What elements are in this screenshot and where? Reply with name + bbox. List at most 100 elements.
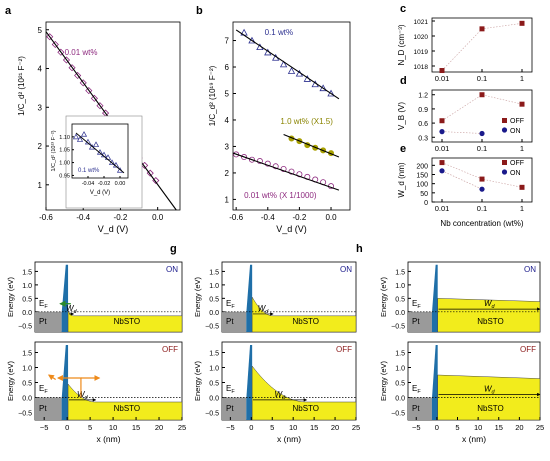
y-tick-label: 1.0 (22, 283, 32, 290)
y-tick-label: 2 (225, 169, 230, 178)
x-axis-label: V_d (V) (276, 224, 307, 234)
inset-background (65, 115, 143, 209)
data-point (279, 60, 288, 68)
y-tick-label: 1.2 (418, 93, 428, 100)
fermi-label: EF (412, 299, 421, 310)
x-tick-label: 25 (352, 423, 360, 432)
y-tick-label: 1020 (414, 34, 429, 41)
plot-frame-a (45, 21, 181, 211)
y-tick-label: 1.10 (59, 135, 70, 141)
data-point (62, 56, 71, 64)
y-tick-label: 0.0 (395, 310, 405, 317)
legend-marker-off (502, 118, 507, 123)
pt-label: Pt (412, 317, 420, 326)
data-point (264, 160, 271, 167)
conduction-band (437, 298, 541, 333)
x-tick-label: 20 (331, 423, 339, 432)
y-tick-label: 0.95 (59, 173, 70, 179)
panel-label-g: g (170, 243, 177, 255)
x-tick-label: -0.2 (293, 213, 307, 222)
conduction-band (251, 365, 357, 421)
data-point (46, 33, 54, 41)
wd-subscript: d (492, 304, 496, 310)
x-axis-label: x (nm) (462, 434, 486, 444)
pt-electrode (222, 397, 247, 420)
y-tick-label: 5 (225, 89, 230, 98)
fermi-subscript: F (417, 389, 421, 395)
x-tick-label: 0 (65, 423, 69, 432)
wd-label: Wd (258, 304, 270, 315)
data-point (280, 165, 287, 172)
data-point (479, 26, 485, 32)
barrier-layer (246, 345, 253, 420)
y-tick-label: −0.5 (18, 411, 32, 418)
fermi-label: EF (39, 384, 48, 395)
x-tick-label: 1 (520, 144, 524, 153)
x-tick-label: 20 (515, 423, 523, 432)
data-point (96, 102, 104, 110)
panel-label-e: e (400, 143, 406, 155)
x-tick-label: 0.1 (477, 74, 487, 83)
conduction-band (437, 374, 541, 421)
y-tick-label: 0.0 (209, 310, 219, 317)
y-tick-label: 0.5 (22, 381, 32, 388)
fit-line (283, 134, 340, 158)
y-axis-label: Energy (eV) (6, 360, 15, 401)
y-axis-label: 1/C_d² (10²¹ F⁻²) (17, 56, 26, 116)
x-tick-label: 15 (495, 423, 503, 432)
y-tick-label: 1.0 (209, 283, 219, 290)
y-tick-label: 1.05 (59, 148, 70, 154)
y-tick-label: 1.0 (22, 366, 32, 373)
data-point (327, 89, 335, 97)
y-tick-label: 1019 (414, 49, 429, 56)
x-tick-label: 10 (109, 423, 117, 432)
x-tick-label: −5 (40, 423, 49, 432)
data-point (85, 87, 93, 95)
data-point (439, 168, 445, 174)
data-point (439, 68, 445, 74)
barrier-layer (246, 264, 253, 332)
wd-label: Wd (66, 304, 78, 315)
y-tick-label: 0.9 (418, 107, 428, 114)
y-tick-label: 5 (38, 26, 43, 35)
x-tick-label: 0.01 (435, 204, 450, 213)
x-tick-label: -0.6 (229, 213, 243, 222)
x-tick-label: 5 (88, 423, 92, 432)
y-tick-label: 0.6 (418, 121, 428, 128)
annotation: 1.0 wt% (X1.5) (280, 117, 333, 126)
data-point (479, 186, 485, 192)
fit-line (75, 132, 125, 174)
y-tick-label: 1.0 (209, 366, 219, 373)
legend-marker-off (502, 160, 507, 165)
annotation: 0.1 wt% (265, 28, 293, 37)
data-point (287, 67, 296, 74)
state-label: ON (166, 265, 178, 274)
x-tick-label: -0.4 (76, 213, 90, 222)
data-point (519, 20, 525, 26)
series-line (441, 94, 523, 121)
fermi-subscript: F (231, 389, 235, 395)
data-point (233, 151, 240, 158)
fermi-subscript: F (44, 304, 48, 310)
data-point (92, 141, 100, 147)
x-tick-label: -0.04 (82, 181, 95, 187)
y-tick-label: −0.5 (18, 323, 32, 330)
x-tick-label: 0.0 (152, 213, 164, 222)
data-point (80, 131, 88, 137)
y-axis-label: Energy (eV) (379, 360, 388, 401)
x-tick-label: 10 (474, 423, 482, 432)
x-tick-label: 0.1 (477, 204, 487, 213)
y-tick-label: 1.5 (22, 351, 32, 358)
x-tick-label: 5 (270, 423, 274, 432)
wd-label: Wd (274, 390, 286, 401)
barrier-layer (431, 345, 438, 420)
state-label: OFF (520, 345, 536, 354)
data-point (479, 92, 485, 98)
y-tick-label: 2 (38, 142, 43, 151)
legend-label-on: ON (510, 170, 521, 177)
pt-label: Pt (226, 404, 234, 413)
pt-electrode (35, 311, 62, 332)
y-tick-label: 0 (424, 200, 428, 207)
y-tick-label: 1018 (414, 64, 429, 71)
